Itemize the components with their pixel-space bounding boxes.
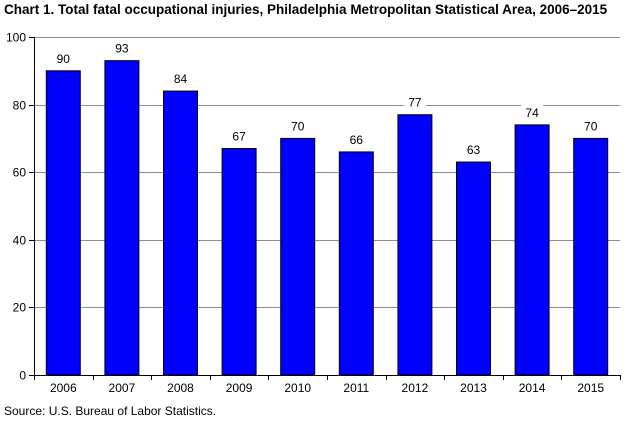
bar-2009 xyxy=(221,148,257,376)
bar-2014 xyxy=(514,124,550,376)
data-label-2007: 93 xyxy=(115,42,129,56)
data-label-bg xyxy=(345,131,368,147)
labels: 0 20 40 60 80 100 90 2006 93 2007 84 2008 67 2009 70 20… xyxy=(6,31,604,396)
data-label-2015: 70 xyxy=(584,119,598,133)
data-label-bg xyxy=(579,118,602,134)
y-tick-label: 0 xyxy=(19,369,26,383)
bar-2012 xyxy=(397,114,433,376)
bar-2008 xyxy=(163,90,198,376)
chart-source: Source: U.S. Bureau of Labor Statistics. xyxy=(4,404,217,418)
bar-2007 xyxy=(104,60,140,376)
x-tick-label-2014: 2014 xyxy=(519,381,546,395)
y-tick-label: 100 xyxy=(6,31,26,45)
x-tick-label-2008: 2008 xyxy=(167,381,194,395)
data-label-2012: 77 xyxy=(408,96,422,110)
data-label-2013: 63 xyxy=(467,143,481,157)
data-label-bg xyxy=(228,128,251,144)
data-label-bg xyxy=(286,118,309,134)
bar-2006 xyxy=(45,70,81,376)
data-label-bg xyxy=(169,71,192,87)
data-label-2006: 90 xyxy=(57,52,71,66)
data-label-2014: 74 xyxy=(525,106,539,120)
y-tick-label: 80 xyxy=(13,99,27,113)
x-tick-label-2009: 2009 xyxy=(226,381,253,395)
bar-2015 xyxy=(573,137,609,376)
data-label-bg xyxy=(110,40,133,56)
x-tick-label-2012: 2012 xyxy=(402,381,429,395)
x-tick-label-2006: 2006 xyxy=(50,381,77,395)
y-tick-label: 20 xyxy=(13,301,27,315)
y-tick-label: 40 xyxy=(13,234,27,248)
y-tick-label: 60 xyxy=(13,166,27,180)
x-tick-label-2015: 2015 xyxy=(577,381,604,395)
x-tick-label-2010: 2010 xyxy=(284,381,311,395)
axes xyxy=(29,37,621,380)
data-label-bg xyxy=(403,94,426,110)
bar-2013 xyxy=(456,161,491,376)
bar-2011 xyxy=(338,151,374,376)
data-label-bg xyxy=(521,104,544,120)
bars xyxy=(45,60,609,376)
chart-title: Chart 1. Total fatal occupational injuri… xyxy=(4,2,608,17)
data-label-2009: 67 xyxy=(232,130,246,144)
data-label-bg xyxy=(462,142,485,158)
x-tick-label-2013: 2013 xyxy=(460,381,487,395)
data-label-2008: 84 xyxy=(174,72,188,86)
data-label-2010: 70 xyxy=(291,119,305,133)
data-label-2011: 66 xyxy=(350,133,364,147)
x-tick-label-2007: 2007 xyxy=(109,381,136,395)
x-tick-label-2011: 2011 xyxy=(343,381,369,395)
bar-2010 xyxy=(280,137,316,376)
data-label-bg xyxy=(52,50,75,66)
